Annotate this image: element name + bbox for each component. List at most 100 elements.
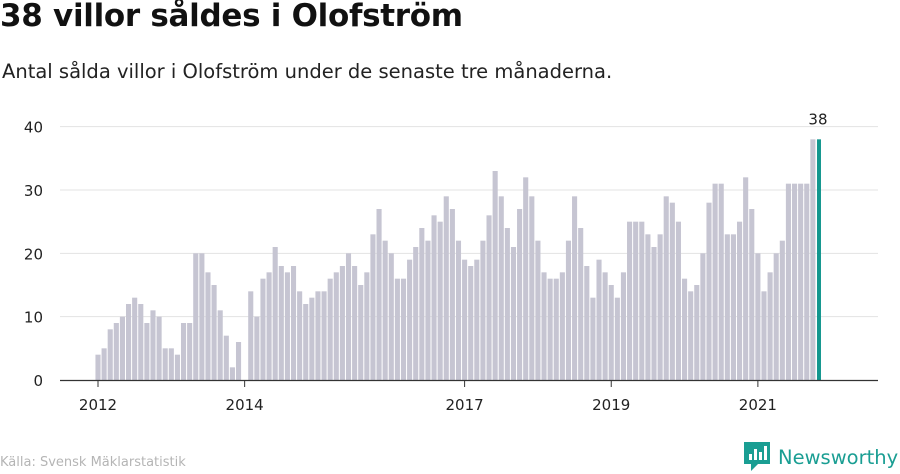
bars (95, 139, 821, 380)
bar (162, 348, 168, 380)
bar (333, 272, 339, 380)
bar (254, 316, 260, 380)
bar (431, 215, 437, 380)
bar (223, 335, 229, 380)
bar (578, 228, 584, 380)
bar (804, 183, 810, 380)
bar (303, 304, 309, 380)
bar (675, 221, 681, 380)
bar (358, 285, 364, 380)
x-tick-label: 2019 (592, 396, 630, 414)
bar (272, 247, 278, 380)
bar (773, 253, 779, 380)
brand-name: Newsworthy (778, 445, 899, 469)
bar (266, 272, 272, 380)
bar (743, 177, 749, 380)
bar (126, 304, 132, 380)
bar (443, 196, 449, 380)
bar (388, 253, 394, 380)
bar (614, 297, 620, 380)
bar (724, 234, 730, 380)
bar (565, 240, 572, 380)
bar (205, 272, 211, 380)
bar (596, 259, 602, 380)
bar (486, 215, 492, 380)
x-tick-label: 2014 (226, 396, 264, 414)
bar (627, 221, 633, 380)
y-tick-label: 30 (24, 182, 43, 200)
bar (718, 183, 724, 380)
bar (504, 228, 510, 380)
bar (119, 316, 125, 380)
bar (602, 272, 608, 380)
bar (193, 253, 199, 380)
bar (730, 234, 736, 380)
bar (174, 354, 180, 380)
bar (480, 240, 486, 380)
bar (400, 278, 407, 380)
bar (297, 291, 303, 380)
bar (645, 234, 651, 380)
bar (95, 354, 101, 380)
bar (559, 272, 565, 380)
bar (284, 272, 290, 380)
bar (449, 209, 455, 380)
bar (278, 266, 284, 380)
bar (590, 297, 596, 380)
bar (211, 285, 217, 380)
highlight-value-label: 38 (808, 110, 827, 128)
bar (767, 272, 773, 380)
bar (553, 278, 559, 380)
axes (60, 379, 878, 387)
bar (345, 253, 352, 380)
bar (608, 285, 614, 380)
bar (138, 304, 144, 380)
bar (706, 202, 712, 380)
bar (462, 259, 468, 380)
bar (779, 240, 785, 380)
bar (235, 342, 242, 380)
bar (682, 278, 688, 380)
bar (168, 348, 174, 380)
bar (547, 278, 553, 380)
bar (523, 177, 529, 380)
bar (620, 272, 627, 380)
y-tick-label: 40 (24, 119, 43, 137)
bar (468, 266, 474, 380)
y-tick-label: 20 (24, 245, 43, 263)
bar (737, 221, 743, 380)
bar (413, 247, 419, 380)
x-tick-label: 2021 (739, 396, 777, 414)
bar (785, 183, 791, 380)
brand-logo[interactable]: Newsworthy (744, 441, 898, 473)
bar (144, 323, 150, 380)
highlight-bar (816, 139, 821, 380)
bar (749, 209, 755, 380)
bar (688, 291, 694, 380)
bar (352, 266, 358, 380)
bar (150, 310, 156, 380)
bar (651, 247, 657, 380)
chart-subtitle: Antal sålda villor i Olofström under de … (2, 60, 613, 83)
bar (315, 291, 321, 380)
bar (180, 323, 187, 380)
chart-title: 38 villor såldes i Olofström (0, 0, 463, 34)
bar (113, 323, 119, 380)
source-note: Källa: Svensk Mäklarstatistik (0, 455, 186, 470)
bar (229, 367, 235, 380)
bar (217, 310, 223, 380)
bar (407, 259, 413, 380)
bar (437, 221, 443, 380)
newsworthy-logo-icon (744, 442, 770, 471)
bar (510, 247, 517, 380)
bar (101, 348, 107, 380)
bar (712, 183, 718, 380)
bar (761, 291, 767, 380)
bar (492, 171, 498, 380)
bar (572, 196, 578, 380)
bar (633, 221, 639, 380)
bar (321, 291, 327, 380)
bar (517, 209, 523, 380)
bar (132, 297, 138, 380)
